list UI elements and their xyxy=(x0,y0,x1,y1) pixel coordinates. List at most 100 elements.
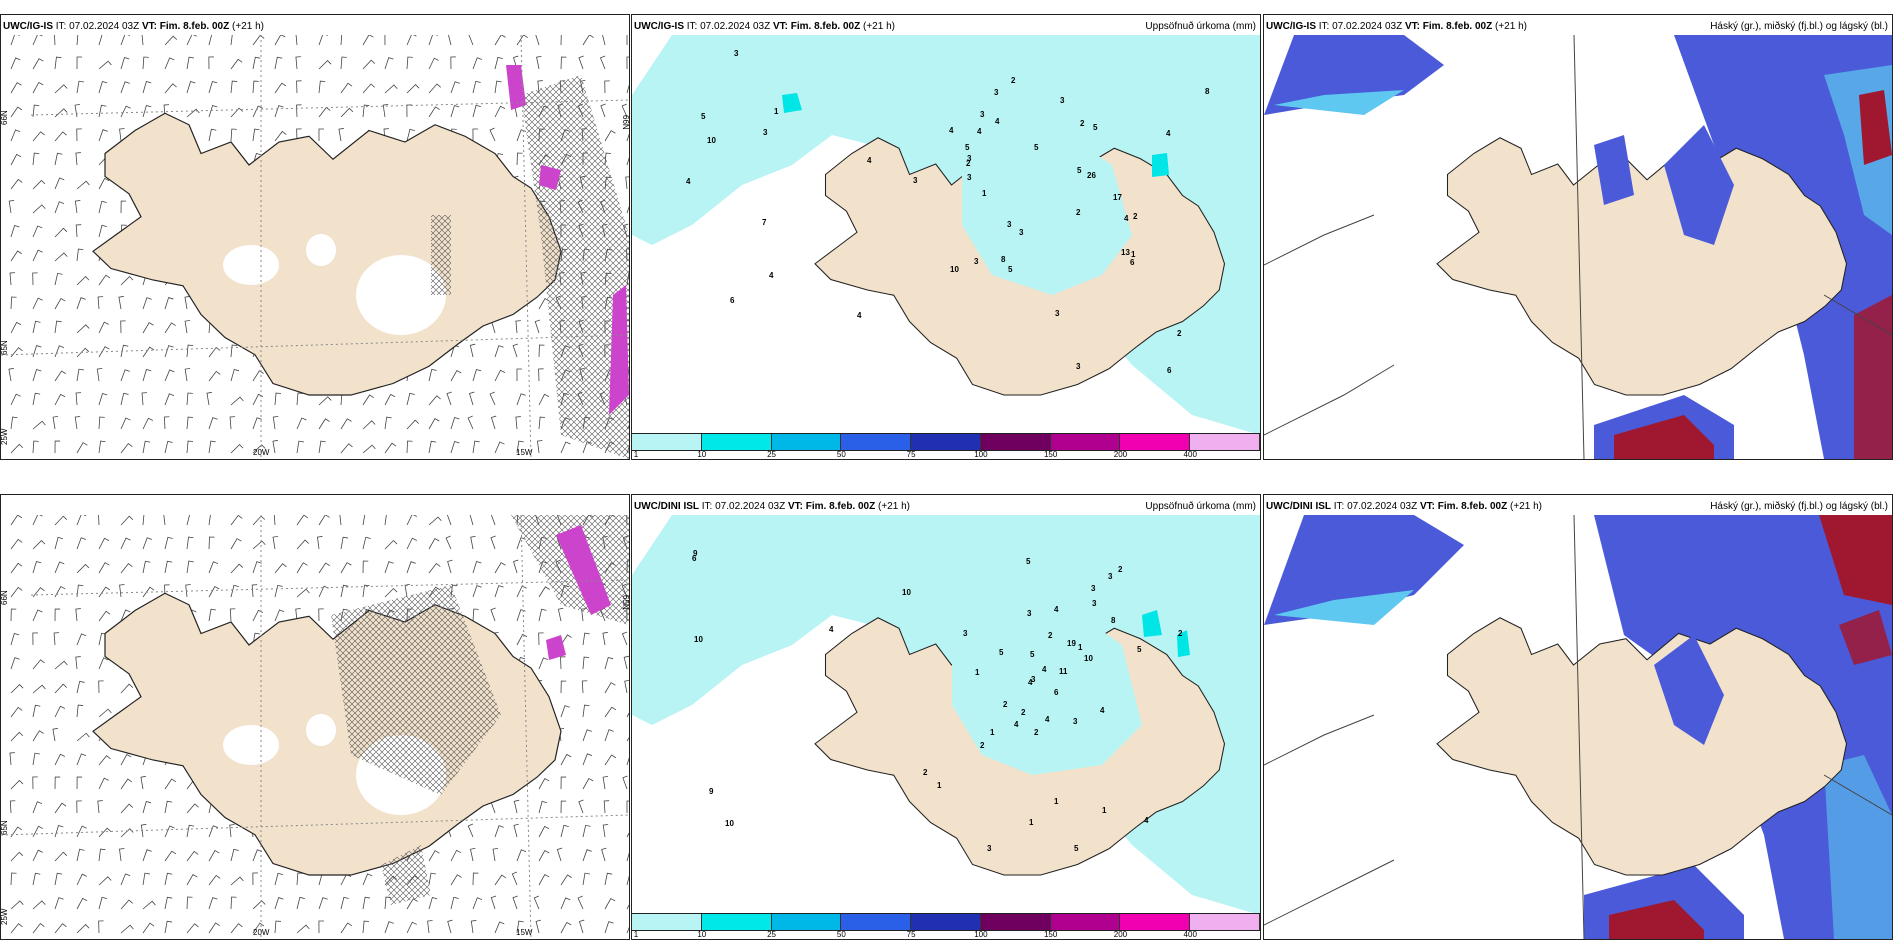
wind-barb xyxy=(515,320,521,334)
wind-barb xyxy=(428,418,440,430)
wind-barb xyxy=(274,563,287,574)
wind-barb xyxy=(516,129,527,142)
wind-barb xyxy=(472,585,482,598)
wind-barb xyxy=(141,35,144,46)
wind-barb xyxy=(447,559,453,574)
precip-value: 4 xyxy=(686,177,691,186)
wind-barb xyxy=(54,897,64,910)
wind-barb xyxy=(32,131,45,142)
colorbar-cell xyxy=(980,914,1051,930)
wind-barb xyxy=(10,225,20,238)
wind-barb xyxy=(120,442,133,454)
wind-barb xyxy=(626,206,629,214)
wind-barb xyxy=(76,563,90,574)
wind-barb xyxy=(120,924,134,934)
wind-barb xyxy=(274,609,285,622)
wind-barb xyxy=(32,900,46,910)
wind-barb xyxy=(274,584,283,598)
wind-barb xyxy=(186,440,194,454)
wind-barb xyxy=(206,391,212,406)
wind-barb xyxy=(10,586,23,598)
wind-barb xyxy=(450,896,459,910)
colorbar-tick: 200 xyxy=(1113,450,1128,459)
wind-barb xyxy=(54,177,65,190)
wind-barb xyxy=(76,584,84,598)
wind-barb xyxy=(538,800,548,814)
wind-barb xyxy=(98,177,110,190)
wind-barb xyxy=(406,419,420,430)
wind-barb xyxy=(75,608,81,622)
wind-barb xyxy=(296,128,302,142)
wind-barb xyxy=(582,824,591,838)
wind-barb xyxy=(230,563,244,574)
wind-barb xyxy=(230,80,238,94)
wind-barb xyxy=(76,324,90,334)
wind-barb xyxy=(340,584,349,598)
wind-barb xyxy=(119,584,125,598)
wind-barb xyxy=(467,415,474,430)
wind-barb xyxy=(296,515,309,526)
wind-barb xyxy=(406,440,413,454)
wind-barb xyxy=(318,80,326,94)
wind-barb xyxy=(54,776,61,790)
wind-barb xyxy=(560,824,569,838)
svg-text:20W: 20W xyxy=(253,448,270,457)
wind-barb xyxy=(10,443,24,454)
wind-barb xyxy=(32,561,42,574)
precip-value: 2 xyxy=(1034,728,1039,737)
wind-barb xyxy=(296,80,302,94)
wind-barb xyxy=(32,420,46,430)
precip-value: 1 xyxy=(1131,250,1136,259)
precip-value: 4 xyxy=(769,271,774,280)
wind-barb xyxy=(120,320,126,334)
wind-barb xyxy=(560,776,567,790)
precip-value: 4 xyxy=(995,117,1000,126)
wind-barb xyxy=(625,176,629,190)
precip-value: 2 xyxy=(966,159,971,168)
wind-barb xyxy=(186,81,196,94)
wind-barb xyxy=(318,440,326,454)
precip-value: 5 xyxy=(1030,650,1035,659)
wind-barb xyxy=(428,538,440,550)
wind-barb xyxy=(10,632,20,646)
wind-barb xyxy=(428,106,440,118)
wind-barb xyxy=(602,823,609,838)
wind-barb xyxy=(186,56,195,70)
colorbar-cell xyxy=(632,434,702,450)
wind-barb xyxy=(76,515,87,526)
wind-barb xyxy=(490,895,497,910)
wind-barb xyxy=(621,103,628,118)
wind-barb xyxy=(362,394,374,406)
wind-barb xyxy=(340,922,353,934)
wind-barb xyxy=(10,562,23,574)
svg-text:66N: 66N xyxy=(1,590,9,605)
wind-barb xyxy=(230,584,239,598)
wind-barb xyxy=(10,851,24,862)
wind-barb xyxy=(428,368,437,382)
wind-barb xyxy=(32,539,46,550)
wind-barb xyxy=(274,105,284,118)
wind-barb xyxy=(626,84,629,94)
wind-barb xyxy=(516,35,528,46)
wind-barb xyxy=(230,848,239,862)
wind-barb xyxy=(10,872,17,886)
wind-barb xyxy=(582,872,590,886)
colorbar-cell xyxy=(841,434,912,450)
wind-barb xyxy=(560,705,570,718)
wind-barb xyxy=(252,900,266,910)
panel-clouds-igis: UWC/IG-IS IT: 07.02.2024 03Z VT: Fim. 8.… xyxy=(1263,14,1893,460)
wind-barb xyxy=(450,105,460,118)
map-precip: 8232243174654211443138675310451026215463… xyxy=(632,35,1260,459)
wind-barb xyxy=(516,585,527,598)
wind-barb xyxy=(98,346,110,358)
wind-barb xyxy=(54,608,61,622)
wind-barb xyxy=(76,873,87,886)
wind-barb xyxy=(516,440,524,454)
wind-barb xyxy=(362,83,375,94)
wind-barb xyxy=(406,921,417,934)
wind-barb xyxy=(10,731,24,742)
wind-barb xyxy=(513,823,519,838)
wind-barb xyxy=(98,80,108,94)
wind-barb xyxy=(76,180,90,190)
wind-barb xyxy=(318,920,324,934)
